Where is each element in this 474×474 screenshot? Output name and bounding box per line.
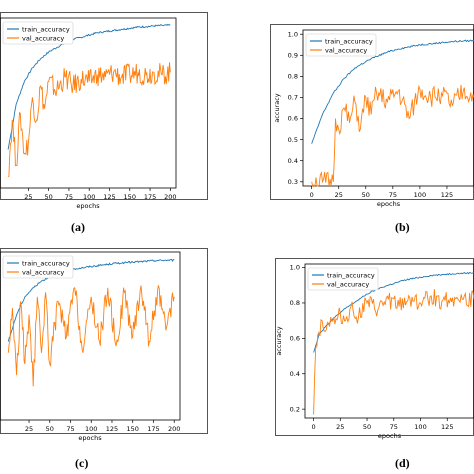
- legend-label: val_accuracy: [22, 268, 64, 276]
- legend-label: train_accuracy: [327, 271, 375, 279]
- caption-a: (a): [71, 220, 85, 234]
- x-axis-label: epochs: [378, 432, 402, 440]
- chart-panel-a: 25 50 75 100 125 150 175 200 epochs train_accurac…: [0, 12, 208, 210]
- series-line-val-accuracy: [7, 62, 171, 178]
- y-tick-label: 0.8: [288, 73, 298, 81]
- y-tick-label: 0.3: [288, 178, 298, 186]
- x-tick-label: 125: [103, 193, 115, 201]
- chart-panel-c: 25 50 75 100 125 150 175 200 epochs train_accurac…: [0, 248, 208, 442]
- x-tick-label: 75: [65, 193, 73, 201]
- y-tick-label: 1.0: [290, 264, 300, 272]
- x-tick-label: 100: [414, 191, 426, 199]
- y-tick-label: 0.4: [288, 157, 298, 165]
- x-tick-label: 25: [335, 191, 343, 199]
- x-tick-label: 75: [66, 425, 74, 433]
- x-axis-label: epochs: [78, 434, 102, 442]
- series-line-val-accuracy: [7, 285, 175, 387]
- x-tick-label: 175: [147, 425, 159, 433]
- legend-label: train_accuracy: [22, 259, 70, 267]
- x-tick-label: 50: [46, 425, 54, 433]
- x-tick-label: 50: [363, 423, 371, 431]
- y-axis-label: accuracy: [273, 93, 281, 122]
- y-tick-label: 0.7: [288, 94, 298, 102]
- legend-label: train_accuracy: [325, 37, 373, 45]
- chart-panel-b: 0 25 50 75 100 125 0.3 0.4 0.5 0.6 0.7 0.8 0.9 1.0 epo…: [270, 24, 474, 208]
- legend-box: [2, 255, 74, 279]
- series-line-train-accuracy: [311, 39, 474, 144]
- x-tick-label: 100: [83, 193, 95, 201]
- legend-box: [307, 267, 379, 291]
- legend-label: train_accuracy: [22, 25, 70, 33]
- y-tick-label: 0.6: [290, 335, 300, 343]
- y-tick-label: 0.8: [290, 299, 300, 307]
- x-tick-label: 150: [124, 193, 136, 201]
- y-tick-label: 0.6: [288, 115, 298, 123]
- figure-frame: [0, 12, 208, 200]
- y-tick-label: 0.2: [290, 405, 300, 413]
- legend-label: val_accuracy: [22, 34, 64, 42]
- x-tick-label: 100: [85, 425, 97, 433]
- x-tick-label: 0: [311, 423, 315, 431]
- x-tick-label: 50: [362, 191, 370, 199]
- x-tick-label: 200: [168, 425, 180, 433]
- chart-panel-d: 0 25 50 75 100 125 0.2 0.4 0.6 0.8 1.0 epochs accura…: [275, 258, 474, 440]
- x-tick-label: 25: [24, 193, 32, 201]
- caption-d: (d): [395, 456, 410, 470]
- series-line-train-accuracy: [7, 23, 171, 150]
- legend-box: [2, 21, 74, 45]
- legend-label: val_accuracy: [327, 280, 369, 288]
- plot-area: [304, 263, 474, 419]
- x-tick-label: 75: [389, 191, 397, 199]
- y-tick-label: 0.4: [290, 370, 300, 378]
- x-tick-label: 125: [441, 191, 453, 199]
- caption-b: (b): [395, 220, 410, 234]
- x-tick-label: 200: [164, 193, 176, 201]
- figure-frame: [0, 248, 208, 434]
- x-tick-label: 0: [310, 191, 314, 199]
- legend-box: [305, 33, 377, 57]
- plot-area: [302, 29, 474, 187]
- x-tick-label: 25: [25, 425, 33, 433]
- x-tick-label: 100: [414, 423, 426, 431]
- y-tick-label: 0.5: [288, 136, 298, 144]
- y-axis-label: accuracy: [275, 326, 283, 355]
- plot-area: [0, 17, 177, 189]
- legend-label: val_accuracy: [325, 46, 367, 54]
- y-tick-label: 1.0: [288, 30, 298, 38]
- x-axis-label: epochs: [76, 202, 100, 210]
- x-tick-label: 75: [390, 423, 398, 431]
- x-tick-label: 125: [441, 423, 453, 431]
- x-tick-label: 50: [45, 193, 53, 201]
- x-axis-label: epochs: [377, 200, 401, 208]
- series-line-train-accuracy: [7, 258, 175, 342]
- x-tick-label: 25: [336, 423, 344, 431]
- series-line-val-accuracy: [311, 84, 474, 187]
- y-tick-label: 0.9: [288, 51, 298, 59]
- x-tick-label: 150: [127, 425, 139, 433]
- x-tick-label: 125: [106, 425, 118, 433]
- caption-c: (c): [75, 456, 89, 470]
- x-tick-label: 175: [144, 193, 156, 201]
- plot-area: [0, 251, 181, 421]
- series-line-val-accuracy: [313, 289, 474, 415]
